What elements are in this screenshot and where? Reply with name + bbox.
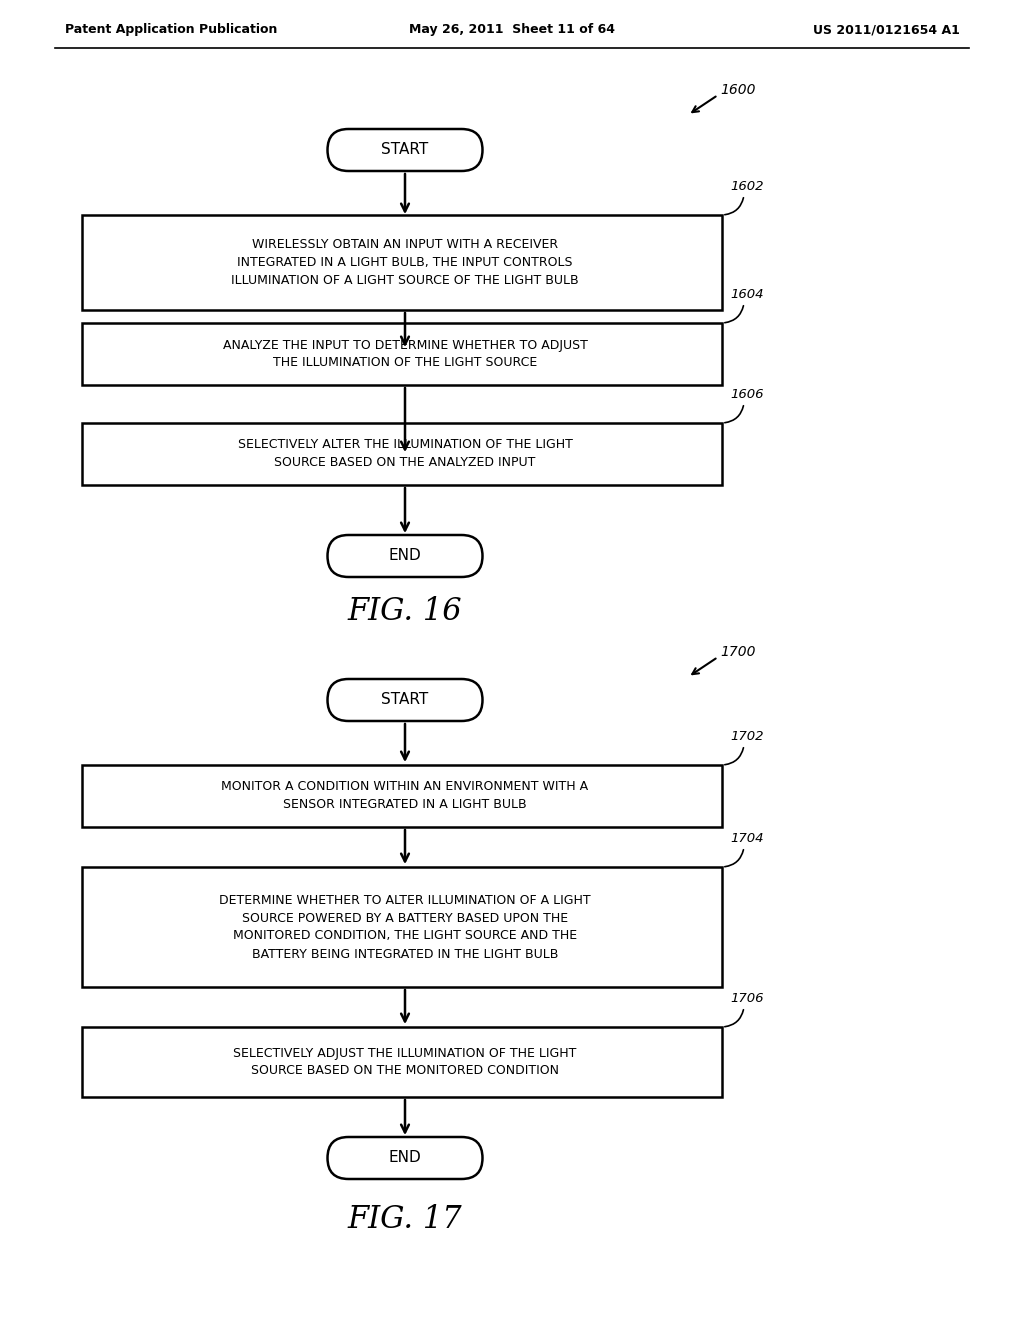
- Text: FIG. 17: FIG. 17: [348, 1204, 462, 1236]
- Text: US 2011/0121654 A1: US 2011/0121654 A1: [813, 24, 961, 37]
- FancyBboxPatch shape: [328, 1137, 482, 1179]
- FancyBboxPatch shape: [328, 678, 482, 721]
- Bar: [82, 215, 722, 310]
- FancyBboxPatch shape: [328, 129, 482, 172]
- Bar: [82, 422, 722, 484]
- Text: MONITOR A CONDITION WITHIN AN ENVIRONMENT WITH A
SENSOR INTEGRATED IN A LIGHT BU: MONITOR A CONDITION WITHIN AN ENVIRONMEN…: [221, 780, 589, 812]
- Bar: [82, 867, 722, 987]
- Text: 1606: 1606: [730, 388, 764, 401]
- Text: END: END: [389, 549, 421, 564]
- Text: 1702: 1702: [730, 730, 764, 743]
- Text: DETERMINE WHETHER TO ALTER ILLUMINATION OF A LIGHT
SOURCE POWERED BY A BATTERY B: DETERMINE WHETHER TO ALTER ILLUMINATION …: [219, 894, 591, 961]
- Text: 1700: 1700: [720, 645, 756, 659]
- Text: END: END: [389, 1151, 421, 1166]
- Text: 1706: 1706: [730, 993, 764, 1005]
- Text: FIG. 16: FIG. 16: [348, 597, 462, 627]
- Bar: [82, 323, 722, 385]
- Text: ANALYZE THE INPUT TO DETERMINE WHETHER TO ADJUST
THE ILLUMINATION OF THE LIGHT S: ANALYZE THE INPUT TO DETERMINE WHETHER T…: [222, 338, 588, 370]
- Bar: [82, 766, 722, 828]
- Text: START: START: [381, 693, 429, 708]
- Bar: [82, 1027, 722, 1097]
- Text: 1600: 1600: [720, 83, 756, 96]
- FancyBboxPatch shape: [328, 535, 482, 577]
- Text: Patent Application Publication: Patent Application Publication: [65, 24, 278, 37]
- Text: 1602: 1602: [730, 180, 764, 193]
- Text: START: START: [381, 143, 429, 157]
- Text: SELECTIVELY ALTER THE ILLUMINATION OF THE LIGHT
SOURCE BASED ON THE ANALYZED INP: SELECTIVELY ALTER THE ILLUMINATION OF TH…: [238, 438, 572, 470]
- Text: 1704: 1704: [730, 832, 764, 845]
- Text: WIRELESSLY OBTAIN AN INPUT WITH A RECEIVER
INTEGRATED IN A LIGHT BULB, THE INPUT: WIRELESSLY OBTAIN AN INPUT WITH A RECEIV…: [231, 238, 579, 286]
- Text: SELECTIVELY ADJUST THE ILLUMINATION OF THE LIGHT
SOURCE BASED ON THE MONITORED C: SELECTIVELY ADJUST THE ILLUMINATION OF T…: [233, 1047, 577, 1077]
- Text: May 26, 2011  Sheet 11 of 64: May 26, 2011 Sheet 11 of 64: [409, 24, 615, 37]
- Text: 1604: 1604: [730, 288, 764, 301]
